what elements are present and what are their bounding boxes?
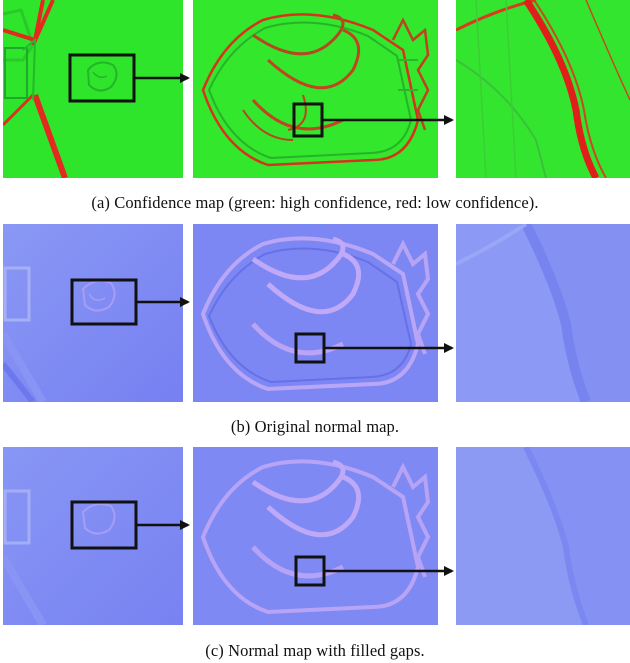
caption-b: (b) Original normal map. [230, 417, 400, 436]
row-a-panel-overview [3, 0, 183, 178]
row-c-panel-zoom-1 [193, 447, 438, 625]
caption-a: (a) Confidence map (green: high confiden… [91, 193, 539, 212]
row-c-panel-overview [3, 447, 183, 625]
row-a-panel-zoom-2 [456, 0, 630, 178]
row-c-panel-zoom-2 [456, 447, 630, 625]
row-a-panel-zoom-1 [193, 0, 438, 178]
caption-c: (c) Normal map with filled gaps. [205, 641, 425, 660]
row-b-panel-overview [3, 224, 183, 402]
row-b-panel-zoom-1 [193, 224, 438, 402]
row-b-panel-zoom-2 [456, 224, 630, 402]
